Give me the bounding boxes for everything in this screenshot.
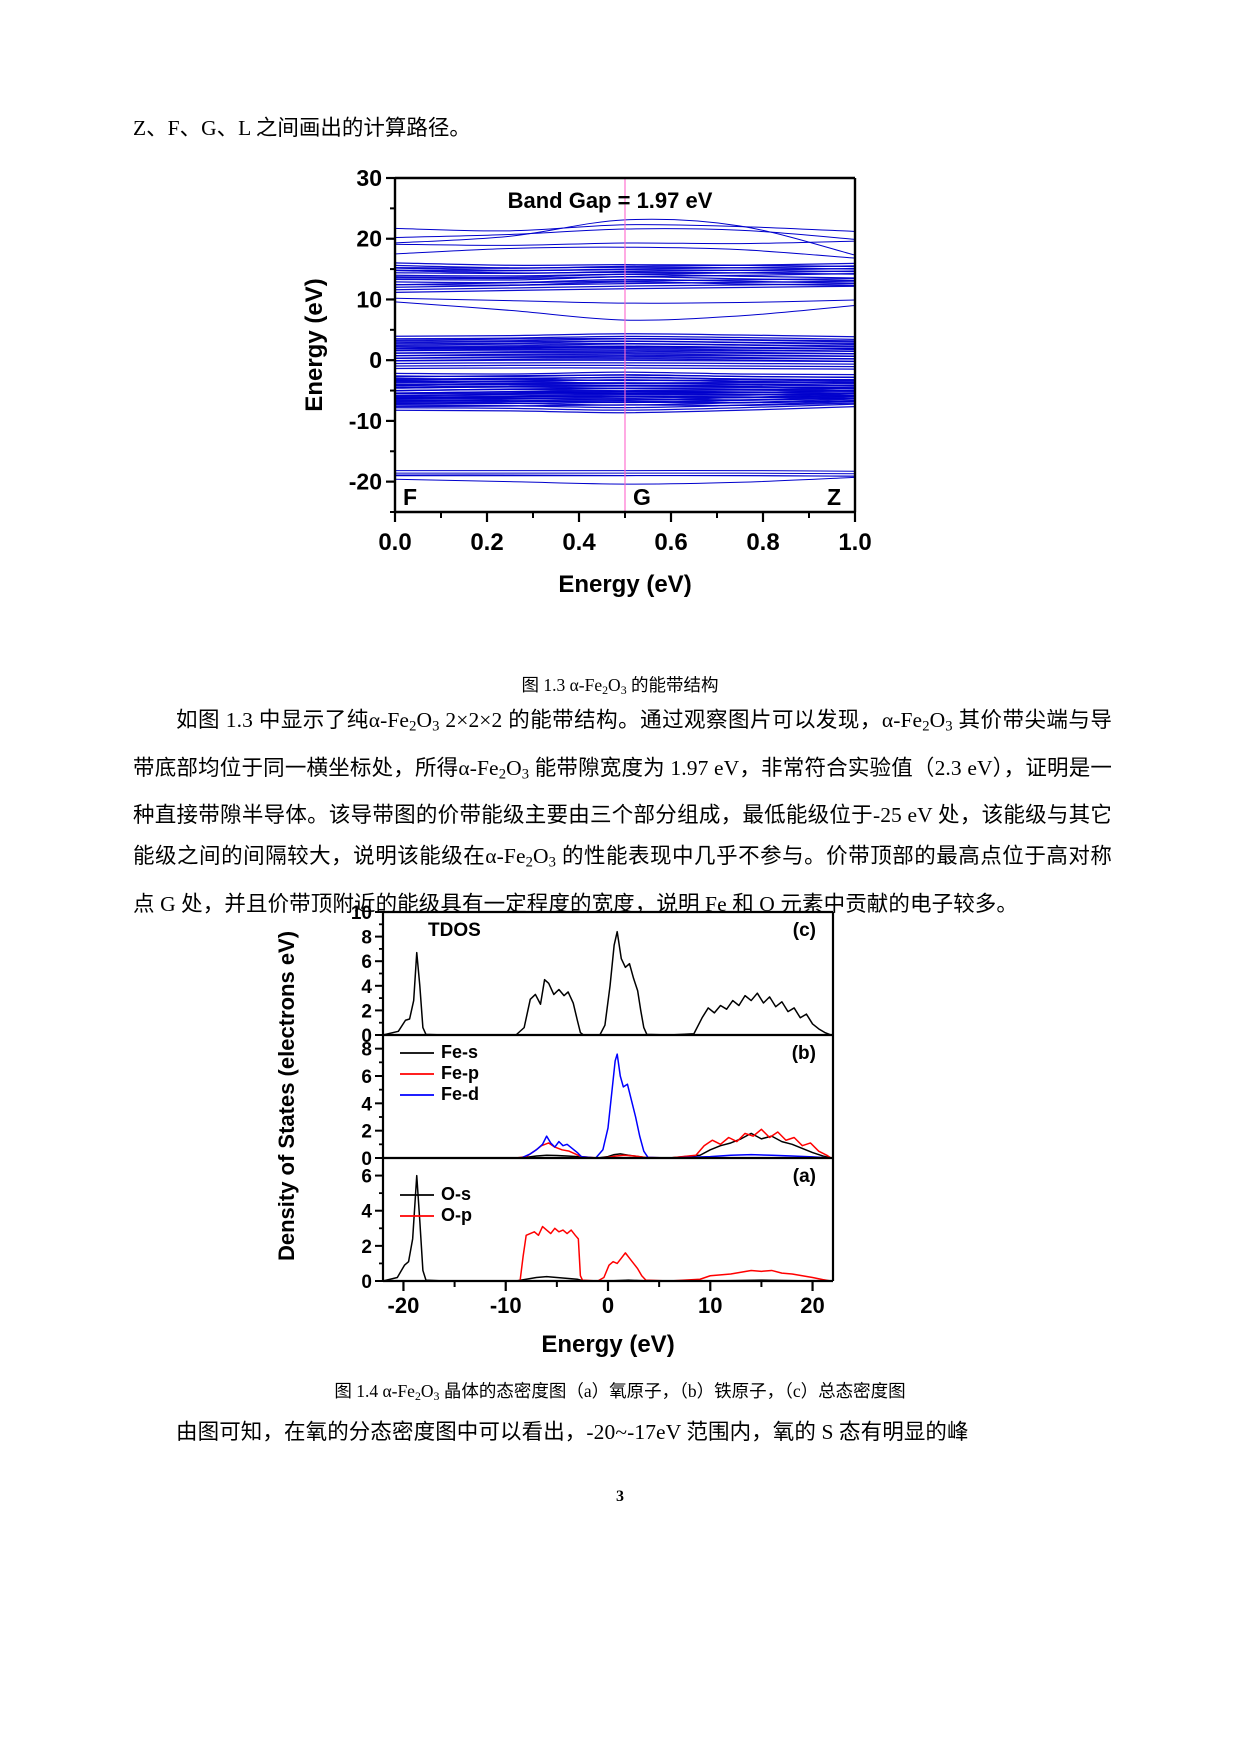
svg-text:0.0: 0.0 xyxy=(378,529,411,556)
lead-line: Z、F、G、L 之间画出的计算路径。 xyxy=(133,108,471,148)
svg-text:2: 2 xyxy=(361,1122,372,1143)
svg-text:1.0: 1.0 xyxy=(838,529,871,556)
svg-text:O-s: O-s xyxy=(441,1184,471,1204)
dos-x-axis-title: Energy (eV) xyxy=(541,1331,674,1358)
svg-text:Fe-s: Fe-s xyxy=(441,1042,478,1062)
svg-text:8: 8 xyxy=(361,928,372,949)
svg-text:10: 10 xyxy=(356,286,382,312)
legend-o: O-sO-p xyxy=(400,1184,472,1225)
x-axis-title: Energy (eV) xyxy=(558,571,691,598)
svg-text:0.6: 0.6 xyxy=(654,529,687,556)
svg-text:Fe-p: Fe-p xyxy=(441,1063,479,1083)
svg-text:2: 2 xyxy=(361,1237,372,1258)
dos-x-ticks: -20 -10 0 10 20 xyxy=(388,1281,825,1318)
lead-line-text: Z、F、G、L 之间画出的计算路径。 xyxy=(133,116,471,140)
svg-text:20: 20 xyxy=(356,226,382,252)
svg-text:0.4: 0.4 xyxy=(562,529,596,556)
dos-y-axis-title: Density of States (electrons eV) xyxy=(274,931,299,1261)
y-axis-ticks: 30 20 10 0 -10 -20 xyxy=(349,165,395,513)
band-gap-annotation: Band Gap = 1.97 eV xyxy=(508,188,713,213)
svg-text:0: 0 xyxy=(369,347,382,373)
svg-text:0: 0 xyxy=(361,1026,372,1047)
svg-text:O-p: O-p xyxy=(441,1205,472,1225)
svg-text:6: 6 xyxy=(361,1167,372,1188)
svg-text:30: 30 xyxy=(356,165,382,191)
svg-text:-10: -10 xyxy=(349,408,382,434)
svg-text:0: 0 xyxy=(361,1272,372,1293)
svg-text:6: 6 xyxy=(361,952,372,973)
panel-label-b: (b) xyxy=(792,1043,816,1064)
svg-text:-10: -10 xyxy=(490,1293,522,1318)
svg-text:Fe-d: Fe-d xyxy=(441,1084,479,1104)
figure-1-4-caption: 图 1.4 α-Fe2O3 晶体的态密度图（a）氧原子，（b）铁原子，（c）总态… xyxy=(0,1378,1240,1404)
paragraph-dos: 由图可知，在氧的分态密度图中可以看出，-20~-17eV 范围内，氧的 S 态有… xyxy=(133,1412,1112,1453)
svg-text:-20: -20 xyxy=(388,1293,420,1318)
figure-1-3-caption: 图 1.3 α-Fe2O3 的能带结构 xyxy=(0,672,1240,698)
hs-point-label-g: G xyxy=(633,484,651,510)
paragraph-1-text: 如图 1.3 中显示了纯α-Fe2O3 2×2×2 的能带结构。通过观察图片可以… xyxy=(133,708,1112,916)
figure-band-structure: 30 20 10 0 -10 -20 0.0 0.2 0.4 0.6 0.8 1.0 Band Ga… xyxy=(300,160,900,615)
page-number: 3 xyxy=(616,1488,624,1505)
figure-density-of-states: 0 2 4 6 8 10 0 2 4 6 8 0 2 4 6 -20 -10 0 10 20 (c) (b) (a)… xyxy=(268,900,878,1365)
svg-text:4: 4 xyxy=(361,1094,372,1115)
svg-text:0: 0 xyxy=(361,1149,372,1170)
legend-fe: Fe-sFe-pFe-d xyxy=(400,1042,479,1104)
x-axis-ticks: 0.0 0.2 0.4 0.6 0.8 1.0 xyxy=(378,512,872,556)
figure-1-3-caption-text: 图 1.3 α-Fe2O3 的能带结构 xyxy=(521,675,719,697)
svg-text:0.8: 0.8 xyxy=(746,529,779,556)
paragraph-band-structure: 如图 1.3 中显示了纯α-Fe2O3 2×2×2 的能带结构。通过观察图片可以… xyxy=(133,700,1112,925)
svg-text:4: 4 xyxy=(361,977,372,998)
svg-text:-20: -20 xyxy=(349,469,382,495)
hs-point-label-z: Z xyxy=(827,484,841,510)
paragraph-2-text: 由图可知，在氧的分态密度图中可以看出，-20~-17eV 范围内，氧的 S 态有… xyxy=(176,1420,969,1444)
svg-text:20: 20 xyxy=(800,1293,824,1318)
svg-text:10: 10 xyxy=(351,903,372,924)
svg-text:10: 10 xyxy=(698,1293,722,1318)
svg-text:8: 8 xyxy=(361,1040,372,1061)
hs-point-label-f: F xyxy=(403,484,417,510)
y-axis-title: Energy (eV) xyxy=(301,278,328,411)
svg-text:4: 4 xyxy=(361,1202,372,1223)
panel-label-c: (c) xyxy=(793,920,816,941)
svg-text:2: 2 xyxy=(361,1001,372,1022)
svg-text:0: 0 xyxy=(602,1293,614,1318)
band-structure-svg: 30 20 10 0 -10 -20 0.0 0.2 0.4 0.6 0.8 1.0 Band Ga… xyxy=(301,165,872,598)
svg-text:0.2: 0.2 xyxy=(470,529,503,556)
panel-label-a: (a) xyxy=(793,1166,816,1187)
figure-1-4-caption-text: 图 1.4 α-Fe2O3 晶体的态密度图（a）氧原子，（b）铁原子，（c）总态… xyxy=(334,1381,906,1403)
svg-text:6: 6 xyxy=(361,1067,372,1088)
tdos-series-label: TDOS xyxy=(428,920,481,941)
